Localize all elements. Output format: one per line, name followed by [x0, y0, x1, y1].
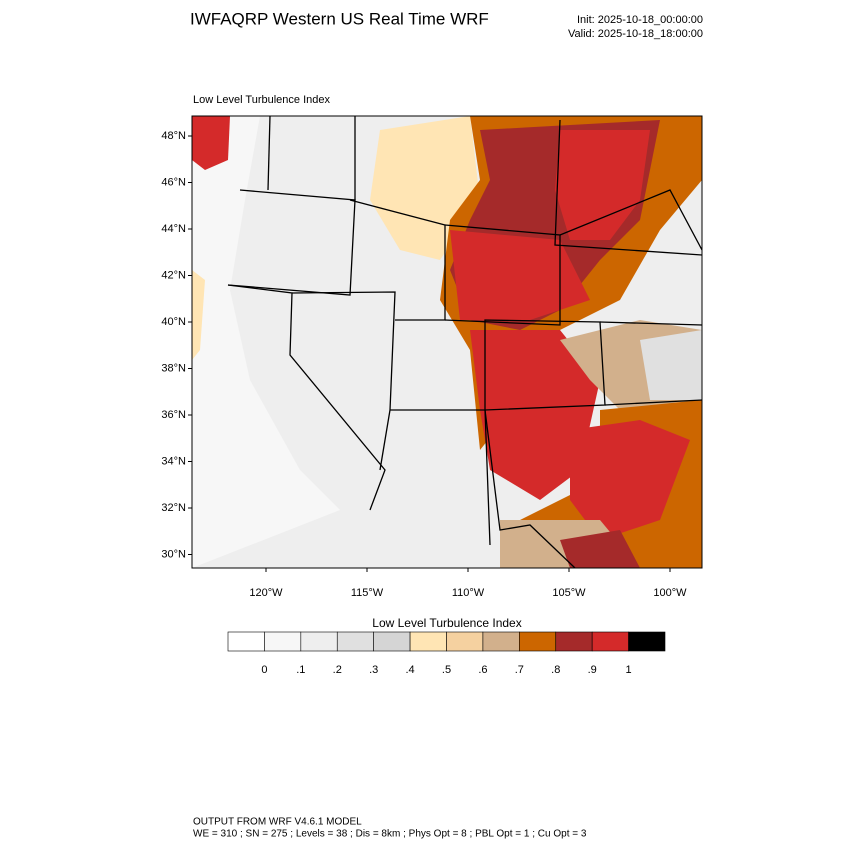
boundary — [604, 399, 702, 406]
colorbar-label: .7 — [515, 664, 524, 676]
colorbar-box — [591, 631, 629, 652]
colorbar-box — [300, 631, 338, 652]
colorbar: Low Level Turbulence Index 0 .1 .2 .3 .4 .5 .6… — [227, 616, 666, 676]
field-area — [192, 270, 205, 360]
colorbar-box — [555, 631, 593, 652]
lon-label: 115°W — [351, 587, 384, 599]
boundary — [559, 189, 702, 251]
field-area — [192, 116, 340, 568]
colorbar-label: .8 — [551, 664, 560, 676]
colorbar-box — [227, 631, 265, 652]
colorbar-label: .2 — [333, 664, 342, 676]
colorbar-label: 1 — [626, 664, 632, 676]
lat-label: 46°N — [161, 176, 186, 188]
colorbar-label: .1 — [296, 664, 305, 676]
valid-time: Valid: 2025-10-18_18:00:00 — [568, 28, 703, 40]
boundary — [599, 321, 702, 326]
boundary — [267, 116, 271, 191]
boundary — [291, 291, 396, 471]
colorbar-title: Low Level Turbulence Index — [372, 616, 521, 630]
colorbar-box — [519, 631, 557, 652]
field-area — [192, 116, 230, 170]
lon-label: 110°W — [452, 587, 485, 599]
colorbar-label: 0 — [261, 664, 267, 676]
colorbar-box — [264, 631, 302, 652]
map-frame — [191, 115, 703, 569]
lat-label: 34°N — [161, 455, 186, 467]
colorbar-box — [373, 631, 411, 652]
lat-label: 30°N — [161, 548, 186, 560]
boundary — [227, 284, 386, 511]
field-area — [560, 530, 640, 568]
footer-line: OUTPUT FROM WRF V4.6.1 MODEL — [193, 817, 362, 828]
field-area — [470, 330, 600, 500]
colorbar-box — [628, 631, 666, 652]
field-area — [555, 130, 650, 240]
boundary — [484, 409, 576, 568]
map-field — [192, 116, 702, 568]
colorbar-box — [336, 631, 374, 652]
lat-label: 36°N — [161, 409, 186, 421]
init-time: Init: 2025-10-18_00:00:00 — [577, 14, 703, 26]
colorbar-box — [446, 631, 484, 652]
state-boundaries — [227, 116, 702, 568]
lon-label: 100°W — [653, 587, 687, 599]
colorbar-label: .3 — [369, 664, 378, 676]
boundary — [227, 189, 356, 296]
colorbar-box — [482, 631, 520, 652]
lat-label: 32°N — [161, 502, 186, 514]
colorbar-label: .5 — [442, 664, 451, 676]
lat-label: 48°N — [161, 130, 186, 142]
lat-label: 44°N — [161, 223, 186, 235]
boundary — [444, 224, 561, 326]
colorbar-label: .9 — [588, 664, 597, 676]
footer-line: WE = 310 ; SN = 275 ; Levels = 38 ; Dis … — [193, 829, 587, 840]
boundary — [349, 199, 446, 321]
map-subtitle: Low Level Turbulence Index — [193, 94, 330, 106]
field-area — [640, 330, 702, 400]
lat-label: 40°N — [161, 316, 186, 328]
colorbar-label: .4 — [405, 664, 414, 676]
lat-label: 42°N — [161, 269, 186, 281]
lon-label: 120°W — [249, 587, 283, 599]
boundary — [554, 119, 702, 256]
field-area — [570, 420, 690, 540]
title: IWFAQRP Western US Real Time WRF — [190, 9, 489, 28]
field-area — [450, 230, 590, 320]
colorbar-label: .6 — [478, 664, 487, 676]
lat-label: 38°N — [161, 362, 186, 374]
colorbar-box — [409, 631, 447, 652]
lon-label: 105°W — [552, 587, 586, 599]
